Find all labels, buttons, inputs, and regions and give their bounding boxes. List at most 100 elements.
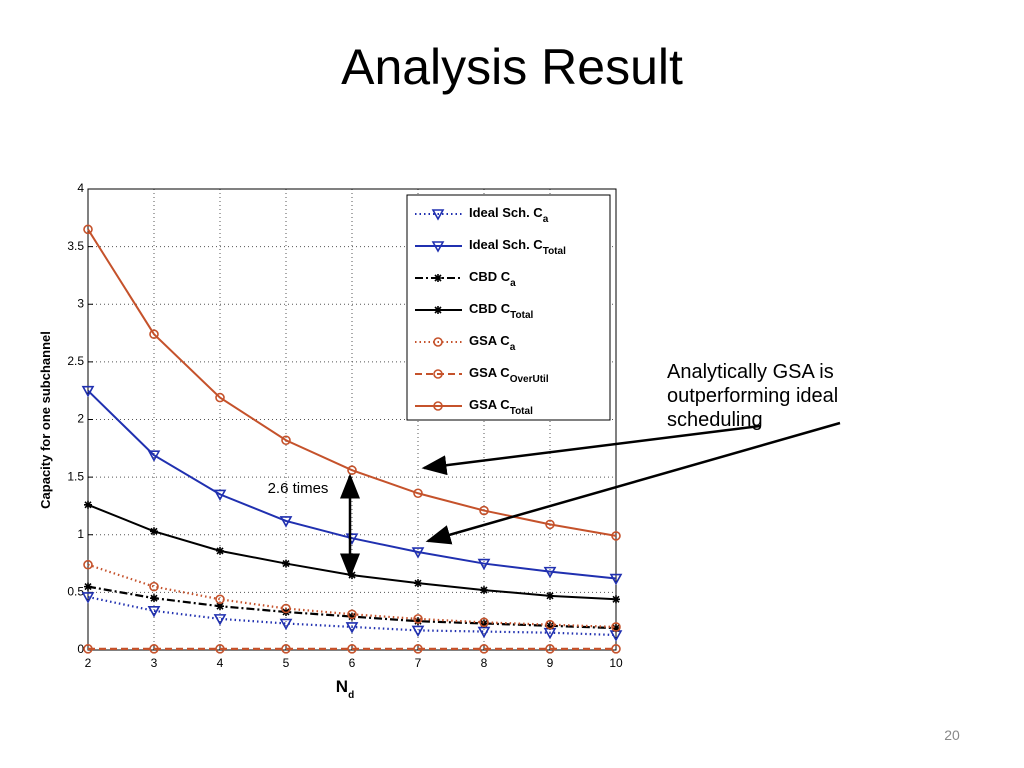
note-arrow bbox=[421, 424, 761, 476]
legend-name: Ideal Sch. C bbox=[469, 237, 543, 252]
marker bbox=[84, 582, 92, 591]
marker bbox=[545, 619, 555, 630]
legend-name: GSA C bbox=[469, 365, 510, 380]
x-axis-label-sub: d bbox=[348, 690, 354, 701]
legend-label: GSA Ca bbox=[469, 333, 516, 352]
marker bbox=[413, 614, 423, 624]
marker bbox=[281, 644, 291, 654]
marker bbox=[81, 592, 95, 604]
marker bbox=[545, 519, 555, 530]
marker bbox=[546, 591, 554, 600]
x-tick-label: 3 bbox=[151, 656, 158, 670]
series-line bbox=[87, 595, 617, 637]
x-tick-label: 5 bbox=[283, 656, 290, 670]
marker bbox=[611, 644, 621, 654]
y-tick-label: 3 bbox=[77, 296, 84, 310]
legend-name: GSA C bbox=[469, 397, 510, 412]
marker bbox=[213, 489, 227, 502]
marker bbox=[348, 612, 356, 621]
x-axis-label: Nd bbox=[336, 677, 354, 701]
marker bbox=[347, 609, 357, 620]
y-tick-label: 1.5 bbox=[67, 469, 84, 483]
marker bbox=[216, 602, 224, 611]
marker bbox=[545, 644, 555, 654]
marker bbox=[83, 644, 93, 654]
marker bbox=[147, 450, 161, 462]
legend-label: Ideal Sch. CTotal bbox=[469, 237, 566, 256]
x-tick-label: 2 bbox=[85, 656, 92, 670]
legend-subscript: OverUtil bbox=[510, 374, 549, 385]
marker bbox=[609, 573, 623, 586]
ratio-annotation: 2.6 times bbox=[268, 480, 329, 497]
legend-subscript: Total bbox=[510, 310, 533, 321]
series-line bbox=[87, 228, 617, 537]
series-line bbox=[87, 563, 617, 629]
marker bbox=[83, 559, 93, 570]
marker bbox=[215, 392, 225, 403]
legend-subscript: Total bbox=[510, 406, 533, 417]
legend-label: CBD CTotal bbox=[469, 301, 534, 320]
marker bbox=[611, 622, 621, 632]
marker bbox=[480, 586, 488, 595]
marker bbox=[546, 621, 554, 630]
marker bbox=[431, 209, 445, 221]
x-tick-label: 6 bbox=[349, 656, 356, 670]
y-tick-label: 2 bbox=[77, 412, 84, 426]
marker bbox=[413, 644, 423, 654]
legend-name: GSA C bbox=[469, 333, 510, 348]
y-tick-label: 0 bbox=[77, 642, 84, 656]
marker bbox=[479, 617, 489, 628]
legend-name: CBD C bbox=[469, 301, 511, 316]
x-tick-label: 7 bbox=[415, 656, 422, 670]
legend-label: Ideal Sch. Ca bbox=[469, 205, 549, 224]
marker bbox=[149, 581, 159, 592]
marker bbox=[612, 595, 620, 604]
marker bbox=[480, 619, 488, 628]
y-tick-label: 0.5 bbox=[67, 585, 84, 599]
note-annotation: Analytically GSA is outperforming ideal … bbox=[667, 361, 839, 431]
x-tick-label: 8 bbox=[481, 656, 488, 670]
marker bbox=[149, 329, 159, 340]
y-axis-label: Capacity for one subchannel bbox=[38, 331, 53, 509]
marker bbox=[83, 224, 93, 235]
y-tick-label: 4 bbox=[77, 181, 84, 195]
marker bbox=[147, 606, 161, 618]
marker bbox=[433, 401, 443, 411]
marker bbox=[433, 369, 443, 379]
note-arrow bbox=[425, 421, 841, 545]
marker bbox=[347, 644, 357, 654]
marker bbox=[150, 527, 158, 536]
y-tick-label: 3.5 bbox=[67, 239, 84, 253]
marker bbox=[434, 306, 442, 314]
plot-frame bbox=[87, 188, 617, 651]
marker bbox=[149, 644, 159, 654]
marker bbox=[479, 505, 489, 516]
y-tick-label: 2.5 bbox=[67, 354, 84, 368]
legend-label: CBD Ca bbox=[469, 269, 516, 288]
marker bbox=[282, 559, 290, 568]
marker bbox=[611, 531, 621, 541]
marker bbox=[433, 337, 443, 347]
marker bbox=[281, 603, 291, 614]
marker bbox=[411, 547, 425, 559]
marker bbox=[477, 558, 491, 571]
marker bbox=[612, 624, 620, 633]
marker bbox=[345, 622, 359, 634]
marker bbox=[279, 516, 293, 528]
marker bbox=[431, 241, 445, 253]
marker bbox=[477, 626, 491, 639]
marker bbox=[413, 488, 423, 499]
marker bbox=[81, 385, 95, 398]
marker bbox=[84, 500, 92, 509]
marker bbox=[479, 644, 489, 654]
marker bbox=[213, 614, 227, 626]
marker bbox=[215, 594, 225, 605]
x-tick-label: 10 bbox=[609, 656, 623, 670]
legend-label: GSA COverUtil bbox=[469, 365, 549, 384]
marker bbox=[414, 579, 422, 588]
slide-title: Analysis Result bbox=[341, 39, 683, 95]
marker bbox=[150, 594, 158, 603]
y-tick-label: 1 bbox=[77, 527, 84, 541]
